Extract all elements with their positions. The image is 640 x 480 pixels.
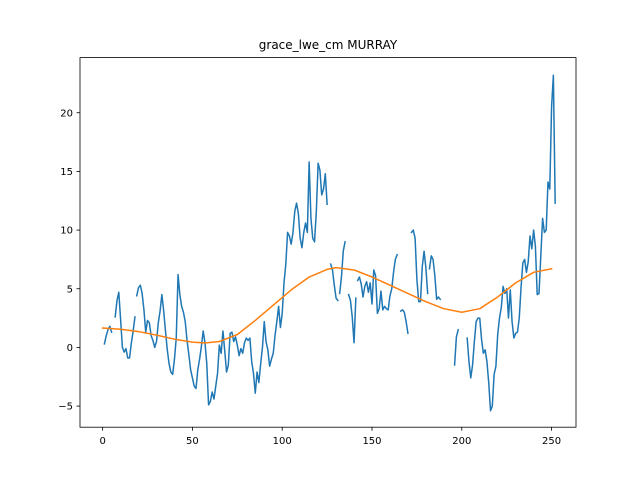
series-1-line-segment (135, 161, 328, 406)
y-tick-label: 0 (67, 343, 73, 354)
series-1-line-segment (453, 328, 460, 366)
y-tick-label: 5 (67, 284, 73, 295)
series-1-line-segment (428, 255, 442, 301)
x-tick-label: 100 (273, 436, 292, 447)
series-2-line-segment (101, 266, 553, 344)
chart-title: grace_lwe_cm MURRAY (259, 38, 398, 52)
x-tick-label: 250 (542, 436, 561, 447)
y-tick-label: 15 (60, 167, 73, 178)
x-tick-label: 200 (452, 436, 471, 447)
series-1-line-segment (114, 291, 136, 359)
y-tick-label: 10 (60, 226, 73, 237)
y-tick-label: 20 (60, 108, 73, 119)
series-1-line-segment (399, 309, 409, 335)
series-layer (101, 74, 556, 412)
x-tick-label: 0 (99, 436, 105, 447)
y-tick-label: −5 (58, 402, 73, 413)
x-tick-label: 50 (186, 436, 199, 447)
tick-layer: 0 50 100 150 200 250 −5 0 5 10 15 20 (58, 108, 561, 447)
plot-frame (79, 57, 577, 428)
series-1-line-segment (347, 293, 357, 344)
series-1-line-segment (466, 74, 556, 412)
series-1-line-segment (338, 240, 346, 295)
series-1-line-segment (410, 229, 429, 303)
series-1-line-segment (356, 253, 399, 315)
x-tick-label: 150 (362, 436, 381, 447)
